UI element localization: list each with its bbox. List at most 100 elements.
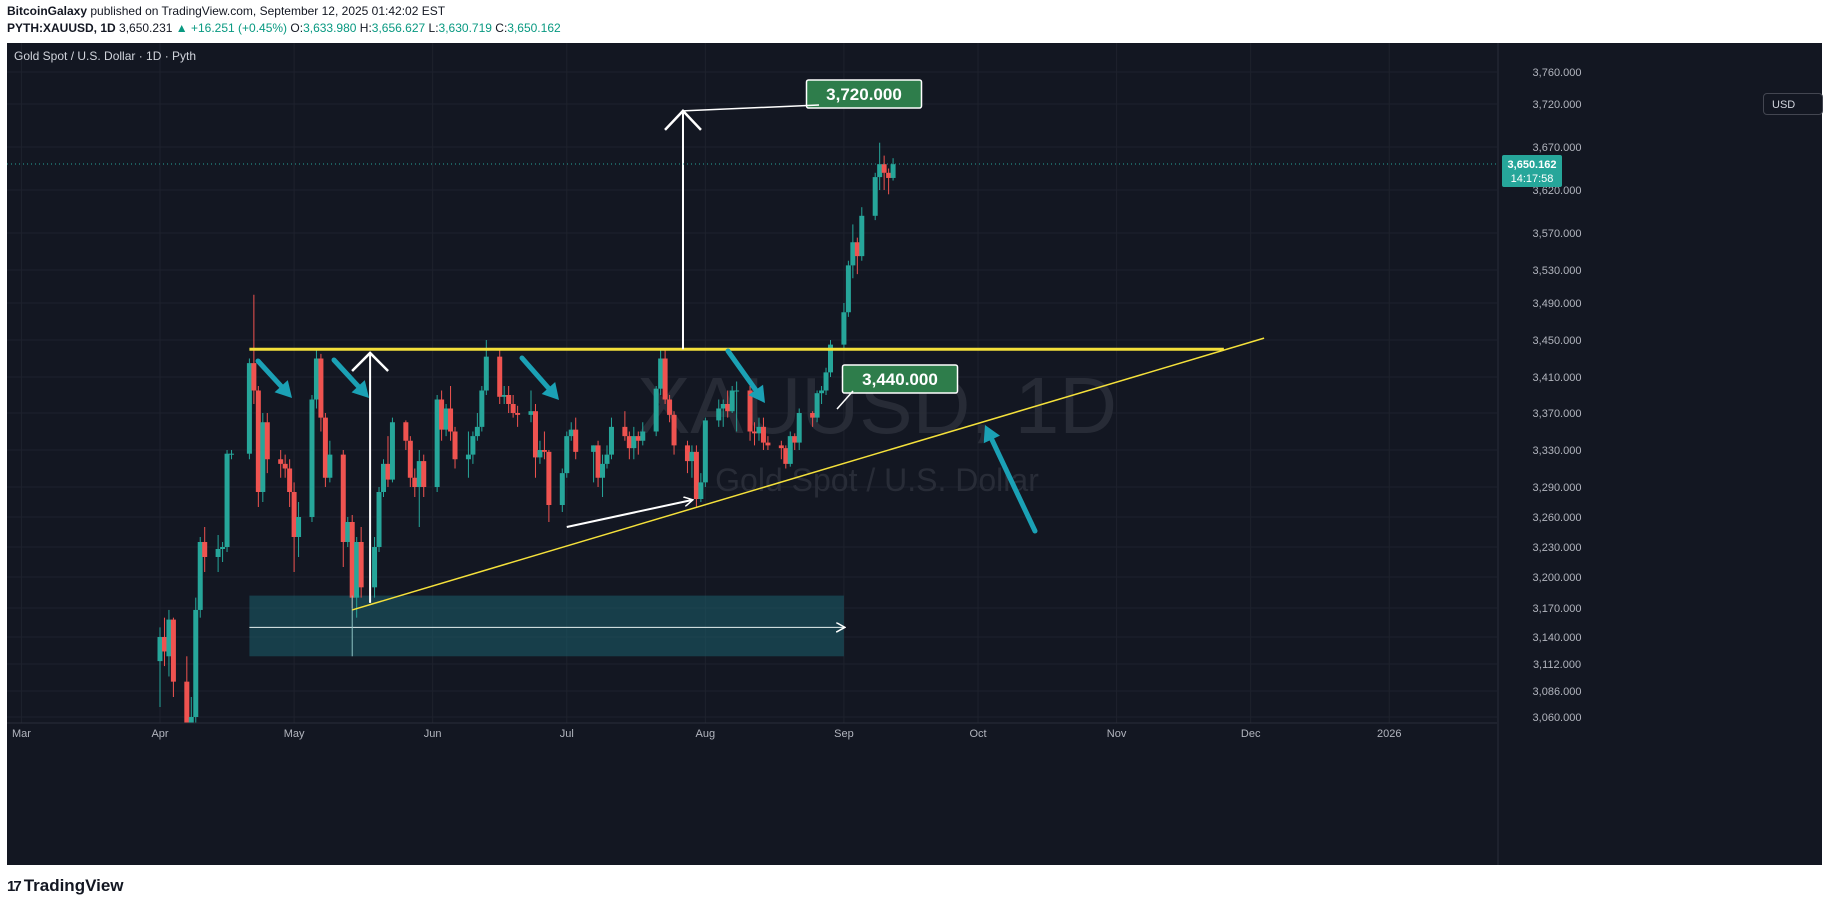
time-axis[interactable]: Mar Apr May Jun Jul Aug Sep Oct Nov Dec 2026 xyxy=(7,722,1497,865)
candle-body xyxy=(626,436,632,449)
pointer-arrow-icon[interactable] xyxy=(725,348,765,403)
candle-body xyxy=(537,450,543,458)
candle-body xyxy=(667,399,673,415)
price-tick-label: 3,620.000 xyxy=(1533,185,1582,197)
footer: 17 TradingView xyxy=(0,868,1829,903)
candle-body xyxy=(170,619,176,682)
price-chart[interactable]: XAUUSD, 1D Gold Spot / U.S. Dollar Gold … xyxy=(7,43,1822,865)
candle-body xyxy=(608,426,614,455)
close-value: 3,650.162 xyxy=(507,21,561,35)
candle-body xyxy=(161,637,167,652)
brand-name: TradingView xyxy=(23,876,124,895)
price-tick-label: 3,720.000 xyxy=(1533,99,1582,111)
open-label: O: xyxy=(290,21,304,35)
candle-body xyxy=(483,356,489,391)
price-tick-label: 3,670.000 xyxy=(1533,142,1582,154)
pointer-arrow-icon[interactable] xyxy=(331,357,369,398)
candle-body xyxy=(372,547,378,588)
candle-body xyxy=(296,517,302,537)
candle-body xyxy=(564,436,570,474)
currency-button[interactable]: USD xyxy=(1763,93,1823,115)
candle-body xyxy=(716,408,722,421)
last-price-badge: 3,650.162 14:17:58 xyxy=(1502,155,1562,188)
ascending-trendline[interactable] xyxy=(351,337,1265,611)
price-tick-label: 3,330.000 xyxy=(1533,445,1582,457)
candle-body xyxy=(313,358,319,400)
candle-body xyxy=(251,363,257,391)
candle-body xyxy=(381,463,386,492)
candle-body xyxy=(725,404,731,412)
pointer-arrow-icon[interactable] xyxy=(255,358,292,398)
candle-body xyxy=(796,413,802,443)
candle-body xyxy=(635,436,641,441)
candle-body xyxy=(434,399,440,487)
candle-body xyxy=(823,372,829,391)
candle-body xyxy=(229,453,235,455)
candle-body xyxy=(600,463,606,478)
pointer-arrow-icon[interactable] xyxy=(519,355,559,400)
candle-body xyxy=(559,473,565,505)
candle-body xyxy=(510,404,516,413)
time-tick-label: Jun xyxy=(424,728,442,740)
candle-body xyxy=(778,445,784,449)
chart-pane[interactable]: XAUUSD, 1D Gold Spot / U.S. Dollar Gold … xyxy=(7,43,1823,865)
candle-body xyxy=(506,395,512,404)
candle-body xyxy=(448,408,454,432)
candle-body xyxy=(783,448,789,464)
breakout-price-label[interactable]: 3,440.000 xyxy=(841,364,959,394)
candle-body xyxy=(260,422,266,492)
candle-body xyxy=(385,463,391,480)
low-label: L: xyxy=(428,21,439,35)
candle-body xyxy=(354,542,360,598)
label-pointer xyxy=(682,104,820,112)
candle-body xyxy=(702,420,708,483)
candle-body xyxy=(318,358,324,418)
candle-body xyxy=(872,177,878,216)
candle-body xyxy=(662,358,668,400)
candle-body xyxy=(653,388,659,432)
author-name[interactable]: BitcoinGalaxy xyxy=(7,4,88,18)
price-tick-label: 3,570.000 xyxy=(1533,228,1582,240)
date-price-range-box[interactable] xyxy=(249,595,844,657)
last-price: 3,650.231 xyxy=(119,21,173,35)
pointer-arrow-icon[interactable] xyxy=(983,425,1038,534)
candle-body xyxy=(327,454,333,478)
price-tick-label: 3,760.000 xyxy=(1533,67,1582,79)
candle-body xyxy=(403,422,409,441)
price-tick-label: 3,170.000 xyxy=(1533,603,1582,615)
candle-body xyxy=(349,522,355,598)
publish-info: published on TradingView.com, September … xyxy=(90,4,446,18)
candle-body xyxy=(421,461,427,487)
time-tick-label: May xyxy=(284,728,305,740)
candle-body xyxy=(287,468,293,492)
candle-body xyxy=(465,454,471,460)
price-axis[interactable]: 3,060.000 3,086.000 3,112.000 3,140.000 3,17… xyxy=(1497,43,1822,865)
time-tick-label: Nov xyxy=(1107,728,1127,740)
price-tick-label: 3,450.000 xyxy=(1533,335,1582,347)
candle-body xyxy=(747,390,753,432)
candle-body xyxy=(850,242,856,266)
label-pointer xyxy=(836,390,854,410)
tradingview-logo[interactable]: 17 TradingView xyxy=(7,876,124,896)
candle-body xyxy=(698,482,704,499)
price-tick-label: 3,290.000 xyxy=(1533,482,1582,494)
price-tick-label: 3,140.000 xyxy=(1533,632,1582,644)
svg-text:14:17:58: 14:17:58 xyxy=(1511,173,1554,185)
target-price-label[interactable]: 3,720.000 xyxy=(805,79,923,109)
candle-body xyxy=(479,390,485,427)
price-tick-label: 3,490.000 xyxy=(1533,298,1582,310)
trend-touch-arrow[interactable] xyxy=(566,500,692,528)
candle-body xyxy=(389,422,395,480)
candle-body xyxy=(515,413,521,415)
candle-body xyxy=(841,312,847,345)
candle-body xyxy=(197,542,203,610)
candle-body xyxy=(684,445,690,462)
candle-body xyxy=(202,542,208,557)
high-label: H: xyxy=(359,21,372,35)
candle-body xyxy=(246,363,252,454)
candle-body xyxy=(528,411,534,415)
watermark-name: Gold Spot / U.S. Dollar xyxy=(715,462,1039,498)
candle-body xyxy=(184,681,190,747)
candle-body xyxy=(322,417,328,478)
candle-body xyxy=(568,429,574,437)
